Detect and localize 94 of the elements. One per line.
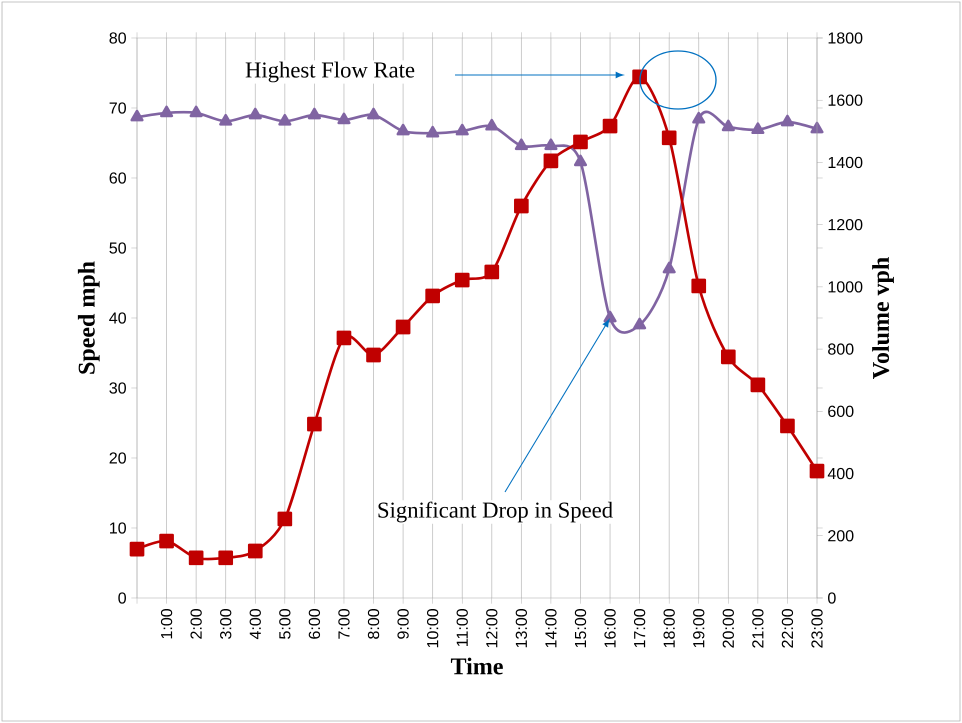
x-tick-label: 19:00	[693, 609, 704, 648]
point	[160, 106, 174, 118]
x-tick-label: 20:00	[722, 609, 734, 648]
point	[190, 106, 203, 118]
point	[278, 114, 292, 126]
point	[751, 122, 764, 134]
x-tick-label: 18:00	[664, 609, 675, 648]
x-tick-label: 2:00	[190, 609, 202, 639]
point	[426, 126, 440, 138]
point	[278, 512, 292, 526]
x-tick-label: 7:00	[338, 609, 350, 639]
x-tick-label: 10:00	[427, 609, 438, 648]
point	[188, 550, 204, 566]
x-tick-label: 6:00	[308, 609, 320, 639]
point	[248, 108, 262, 120]
x-tick-label: 22:00	[782, 609, 794, 648]
x-tick-label: 8:00	[368, 609, 380, 639]
x-tick-label: 5:00	[279, 609, 290, 639]
point	[396, 124, 410, 136]
x-tick-label: 15:00	[574, 609, 586, 648]
point	[722, 120, 735, 132]
y2-tick-label: 1200	[828, 218, 862, 230]
point	[662, 262, 676, 274]
y-tick-label: 80	[110, 32, 126, 44]
point	[573, 134, 588, 150]
y2-tick-label: 1800	[828, 32, 862, 44]
point	[780, 114, 794, 126]
point	[456, 124, 469, 136]
y-tick-label: 20	[110, 452, 126, 464]
annotation: Significant Drop in Speed	[378, 502, 613, 522]
y-axis-title: Speed mph	[78, 261, 100, 374]
y-tick-label: 30	[109, 382, 126, 394]
annotation: Highest Flow Rate	[246, 62, 414, 82]
x-tick-label: 11:00	[456, 609, 468, 646]
point	[514, 198, 529, 214]
y-tick-label: 70	[110, 102, 126, 114]
y-tick-label: 0	[118, 592, 126, 604]
y2-tick-label: 400	[828, 468, 854, 480]
y2-tick-label: 1000	[828, 281, 862, 293]
point	[367, 108, 380, 120]
point	[484, 264, 500, 280]
point	[720, 350, 736, 364]
y2-tick-label: 800	[828, 343, 854, 355]
x-tick-label: 17:00	[634, 609, 646, 648]
x-tick-label: 12:00	[486, 609, 498, 648]
point	[514, 138, 528, 150]
y-tick-label: 40	[109, 312, 126, 324]
point	[130, 542, 144, 556]
point	[691, 278, 706, 294]
x-axis-title: Time	[450, 658, 503, 674]
x-tick-label: 21:00	[752, 609, 764, 648]
point	[248, 544, 263, 558]
point	[544, 154, 558, 168]
point	[602, 118, 618, 134]
y2-axis-title: Volume vph	[872, 257, 894, 379]
y2-tick-label: 600	[828, 406, 854, 417]
point	[337, 112, 350, 124]
point	[485, 118, 498, 131]
point	[159, 534, 174, 548]
point	[308, 108, 321, 120]
point	[544, 138, 558, 150]
point	[336, 330, 352, 346]
point	[780, 418, 795, 434]
point	[454, 272, 470, 288]
point	[218, 550, 234, 566]
point	[425, 288, 440, 304]
point	[810, 464, 824, 478]
point	[604, 310, 617, 322]
x-tick-label: 14:00	[545, 609, 557, 648]
point	[750, 378, 766, 392]
x-tick-label: 23:00	[811, 609, 823, 648]
x-tick-label: 9:00	[397, 609, 409, 639]
y-tick-label: 60	[110, 172, 126, 184]
point	[633, 318, 646, 330]
point	[130, 110, 144, 122]
x-tick-label: 13:00	[516, 609, 528, 648]
x-tick-label: 3:00	[220, 609, 232, 639]
point	[810, 122, 824, 134]
point	[366, 348, 381, 362]
x-tick-label: 16:00	[604, 609, 616, 648]
point	[396, 320, 410, 334]
point	[662, 130, 677, 146]
y-tick-label: 50	[109, 242, 126, 254]
point	[692, 112, 706, 124]
point	[307, 416, 322, 432]
y2-tick-label: 0	[828, 592, 836, 604]
point	[574, 154, 588, 166]
y2-tick-label: 1400	[828, 156, 862, 168]
x-tick-label: 4:00	[250, 609, 261, 640]
y2-tick-label: 1600	[828, 94, 862, 106]
y2-tick-label: 200	[828, 530, 854, 542]
y-tick-label: 10	[110, 522, 126, 534]
x-tick-label: 1:00	[160, 609, 172, 638]
point	[219, 114, 232, 126]
